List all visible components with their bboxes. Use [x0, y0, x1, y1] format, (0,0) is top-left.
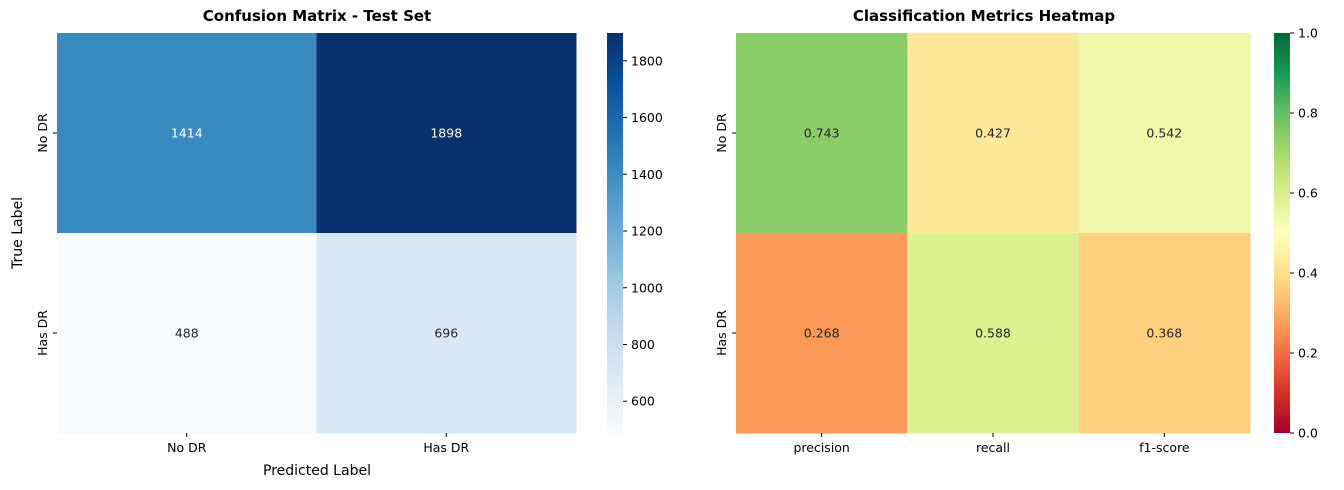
- y-axis-label: True Label: [10, 197, 26, 270]
- heatmap-cell: [736, 33, 908, 234]
- colorbar-tick-label: 1600: [631, 110, 663, 125]
- heatmap-cell: [57, 233, 317, 434]
- heatmap-cells: 1414 1898 488 696: [57, 33, 577, 434]
- x-tick-label: No DR: [167, 440, 207, 455]
- confusion-matrix-chart: Confusion Matrix - Test Set 1414 1898 488 6…: [10, 7, 663, 479]
- y-axis: No DR Has DR: [35, 113, 57, 356]
- heatmap-cell: [907, 33, 1080, 234]
- metrics-heatmap-chart: Classification Metrics Heatmap 0.743 0.42…: [714, 7, 1318, 455]
- colorbar: 0.0 0.2 0.4 0.6 0.8 1.0: [1274, 26, 1318, 441]
- colorbar-ticks: 600 800 1000 1200 1400 1600 1800: [623, 53, 663, 409]
- cell-value-label: 0.743: [804, 126, 840, 141]
- y-tick-label: No DR: [35, 113, 50, 153]
- y-tick-label: No DR: [714, 113, 729, 153]
- heatmap-cell: [736, 233, 908, 434]
- colorbar-tick-label: 1000: [631, 280, 663, 295]
- chart-title: Classification Metrics Heatmap: [853, 7, 1116, 25]
- heatmap-cell: [1078, 233, 1251, 434]
- colorbar-tick-label: 0.8: [1298, 106, 1318, 121]
- cell-value-label: 1414: [171, 126, 203, 141]
- chart-title: Confusion Matrix - Test Set: [203, 7, 431, 25]
- x-tick-label: precision: [793, 440, 849, 455]
- cell-value-label: 488: [175, 326, 199, 341]
- cell-value-label: 1898: [430, 126, 462, 141]
- cell-value-label: 0.368: [1146, 326, 1182, 341]
- heatmap-cells: 0.743 0.427 0.542 0.268 0.588 0.368: [736, 33, 1251, 434]
- cell-value-label: 0.268: [804, 326, 840, 341]
- cell-value-label: 0.588: [975, 326, 1011, 341]
- cell-value-label: 0.542: [1146, 126, 1182, 141]
- colorbar-tick-label: 0.2: [1298, 346, 1318, 361]
- x-tick-label: recall: [976, 440, 1010, 455]
- heatmap-cell: [316, 233, 577, 434]
- colorbar: 600 800 1000 1200 1400 1600 1800: [607, 33, 663, 433]
- colorbar-tick-label: 800: [631, 337, 655, 352]
- colorbar-gradient: [607, 33, 623, 433]
- colorbar-tick-label: 1800: [631, 53, 663, 68]
- heatmap-cell: [316, 33, 577, 234]
- colorbar-tick-label: 1.0: [1298, 26, 1318, 41]
- cell-value-label: 696: [434, 326, 458, 341]
- x-axis: No DR Has DR: [167, 433, 469, 455]
- colorbar-tick-label: 600: [631, 394, 655, 409]
- x-tick-label: Has DR: [423, 440, 469, 455]
- y-axis: No DR Has DR: [714, 113, 736, 356]
- heatmap-cell: [57, 33, 317, 234]
- colorbar-tick-label: 1200: [631, 224, 663, 239]
- x-axis-label: Predicted Label: [263, 463, 371, 479]
- colorbar-tick-label: 1400: [631, 167, 663, 182]
- colorbar-gradient: [1274, 33, 1290, 433]
- heatmap-cell: [1078, 33, 1251, 234]
- heatmap-cell: [907, 233, 1080, 434]
- y-tick-label: Has DR: [714, 310, 729, 356]
- x-axis: precision recall f1-score: [793, 433, 1190, 455]
- colorbar-tick-label: 0.4: [1298, 266, 1318, 281]
- colorbar-tick-label: 0.6: [1298, 186, 1318, 201]
- y-tick-label: Has DR: [35, 310, 50, 356]
- colorbar-tick-label: 0.0: [1298, 426, 1318, 441]
- colorbar-ticks: 0.0 0.2 0.4 0.6 0.8 1.0: [1290, 26, 1318, 441]
- x-tick-label: f1-score: [1139, 440, 1190, 455]
- cell-value-label: 0.427: [975, 126, 1011, 141]
